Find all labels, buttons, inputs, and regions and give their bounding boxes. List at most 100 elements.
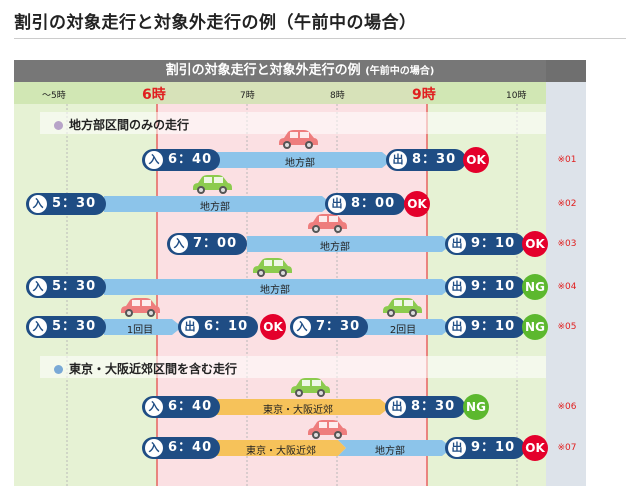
entry-pill-row5-a: 入 5：30 xyxy=(26,316,106,338)
result-badge-row4: NG xyxy=(522,274,548,300)
page-title: 割引の対象走行と対象外走行の例（午前中の場合） xyxy=(14,13,417,33)
exit-pill-row5-b: 出 9：10 xyxy=(445,316,525,338)
route-bar-row5-b xyxy=(364,319,452,335)
exit-time: 9：10 xyxy=(471,279,516,294)
exit-time: 9：10 xyxy=(471,319,516,334)
bar-label-row3: 地方部 xyxy=(320,242,350,253)
time-label-10: 10時 xyxy=(506,91,527,101)
car-icon-row4 xyxy=(253,258,292,277)
exit-pill-row7: 出 9：10 xyxy=(445,437,525,459)
entry-icon: 入 xyxy=(29,318,47,336)
entry-icon: 入 xyxy=(170,235,188,253)
diagram-header: 割引の対象走行と対象外走行の例 (午前中の場合) xyxy=(14,60,586,82)
note-row3: ※03 xyxy=(557,239,577,249)
route-bar-row4 xyxy=(104,279,452,295)
entry-icon: 入 xyxy=(29,195,47,213)
bar-label-row4: 地方部 xyxy=(260,285,290,296)
route-bar-row1 xyxy=(217,152,392,168)
exit-icon: 出 xyxy=(448,278,466,296)
entry-icon: 入 xyxy=(145,151,163,169)
exit-time: 9：10 xyxy=(471,440,516,455)
exit-icon: 出 xyxy=(448,318,466,336)
route-bar-row3 xyxy=(247,236,452,252)
header-sub: (午前中の場合) xyxy=(365,66,435,77)
exit-icon: 出 xyxy=(181,318,199,336)
entry-pill-row4: 入 5：30 xyxy=(26,276,106,298)
result-badge-row6: NG xyxy=(463,394,489,420)
exit-pill-row5-a: 出 6：10 xyxy=(178,316,258,338)
car-icon-row6 xyxy=(291,378,330,397)
entry-pill-row2: 入 5：30 xyxy=(26,193,106,215)
car-icon-row2 xyxy=(193,175,232,194)
bar-label-row7-b: 地方部 xyxy=(375,446,405,457)
result-badge-row5-b: NG xyxy=(522,314,548,340)
route-bar-row6 xyxy=(217,399,390,415)
result-badge-row2: OK xyxy=(404,191,430,217)
time-label-9: 9時 xyxy=(412,87,436,103)
exit-icon: 出 xyxy=(448,235,466,253)
entry-pill-row1: 入 6：40 xyxy=(142,149,220,171)
note-row7: ※07 xyxy=(557,443,577,453)
result-badge-row5-a: OK xyxy=(260,314,286,340)
exit-time: 8：30 xyxy=(412,152,457,167)
bar-label-row2: 地方部 xyxy=(200,202,230,213)
entry-time: 6：40 xyxy=(168,399,213,414)
header-main: 割引の対象走行と対象外走行の例 xyxy=(165,63,361,78)
route-bar-row7-b xyxy=(338,440,452,456)
header-corner xyxy=(546,60,586,82)
entry-pill-row6: 入 6：40 xyxy=(142,396,220,418)
exit-pill-row4: 出 9：10 xyxy=(445,276,525,298)
section-title-rural: 地方部区間のみの走行 xyxy=(54,116,189,133)
entry-time: 5：30 xyxy=(52,319,97,334)
time-axis-strip xyxy=(14,82,546,104)
exit-pill-row6: 出 8：30 xyxy=(385,396,465,418)
exit-icon: 出 xyxy=(389,151,407,169)
bar-label-row6: 東京・大阪近郊 xyxy=(263,405,333,416)
result-badge-row1: OK xyxy=(463,147,489,173)
result-badge-row7: OK xyxy=(522,435,548,461)
note-row5: ※05 xyxy=(557,322,577,332)
entry-time: 6：40 xyxy=(168,440,213,455)
time-label-8: 8時 xyxy=(330,91,345,101)
section-title-urban: 東京・大阪近郊区間を含む走行 xyxy=(54,360,237,377)
entry-icon: 入 xyxy=(293,318,311,336)
exit-time: 8：30 xyxy=(411,399,456,414)
entry-time: 5：30 xyxy=(52,196,97,211)
result-badge-row3: OK xyxy=(522,231,548,257)
car-icon-row1 xyxy=(279,130,318,149)
notes-column xyxy=(546,82,586,486)
car-icon-row5-a xyxy=(121,298,160,317)
bar-label-row5-b: 2回目 xyxy=(389,325,417,336)
exit-time: 8：00 xyxy=(351,196,396,211)
bar-label-row1: 地方部 xyxy=(285,158,315,169)
entry-icon: 入 xyxy=(29,278,47,296)
title-divider xyxy=(14,38,626,39)
exit-icon: 出 xyxy=(328,195,346,213)
entry-icon: 入 xyxy=(145,439,163,457)
section1-band xyxy=(40,112,546,134)
entry-pill-row7: 入 6：40 xyxy=(142,437,220,459)
exit-time: 9：10 xyxy=(471,236,516,251)
exit-pill-row2: 出 8：00 xyxy=(325,193,405,215)
time-label-6: 6時 xyxy=(142,87,166,103)
note-row6: ※06 xyxy=(557,402,577,412)
note-row1: ※01 xyxy=(557,155,577,165)
bar-label-row5-a: 1回目 xyxy=(126,325,154,336)
section-bullet-icon xyxy=(54,121,63,130)
section-title-rural-text: 地方部区間のみの走行 xyxy=(69,118,190,132)
route-bar-row7-a xyxy=(217,440,346,456)
exit-icon: 出 xyxy=(448,439,466,457)
entry-time: 5：30 xyxy=(52,279,97,294)
note-row4: ※04 xyxy=(557,282,577,292)
entry-time: 7：30 xyxy=(316,319,361,334)
section-bullet-icon xyxy=(54,365,63,374)
car-icon-row5-b xyxy=(383,298,422,317)
route-bar-row5-a xyxy=(104,319,182,335)
exit-icon: 出 xyxy=(388,398,406,416)
note-row2: ※02 xyxy=(557,199,577,209)
time-label-7: 7時 xyxy=(240,91,255,101)
route-bar-row2 xyxy=(104,196,332,212)
section-title-urban-text: 東京・大阪近郊区間を含む走行 xyxy=(69,362,238,376)
entry-icon: 入 xyxy=(145,398,163,416)
